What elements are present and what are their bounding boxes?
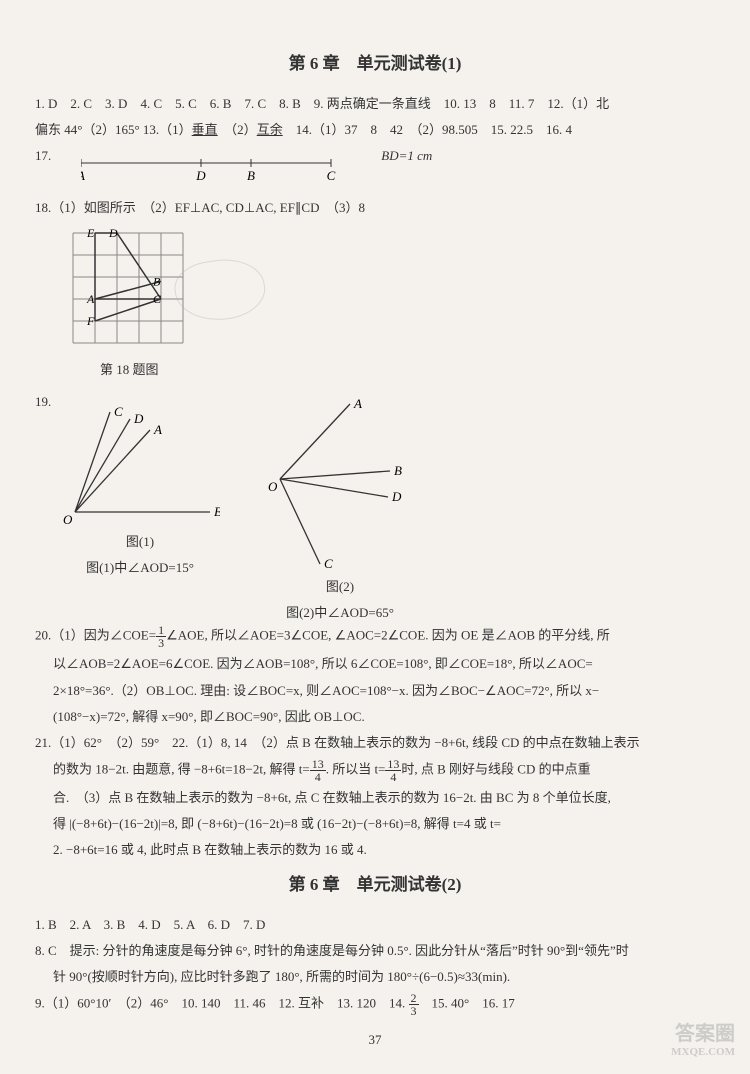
- q18-figure: ED A C F B: [65, 225, 715, 355]
- ans-l2-e: 14.（1）37 8 42 （2）98.505 15. 22.5 16. 4: [283, 122, 572, 137]
- watermark-small: MXQE.COM: [671, 1046, 735, 1059]
- c62-line1: 1. B 2. A 3. B 4. D 5. A 6. D 7. D: [35, 914, 715, 936]
- svg-text:B: B: [247, 168, 255, 183]
- q21-line3: 合. （3）点 B 在数轴上表示的数为 −8+6t, 点 C 在数轴上表示的数为…: [35, 787, 715, 809]
- q17-label: 17.: [35, 145, 51, 167]
- svg-text:D: D: [391, 489, 402, 504]
- svg-text:B: B: [214, 504, 220, 519]
- svg-text:B: B: [153, 275, 161, 289]
- c62-l4a: 9.（1）60°10′ （2）46° 10. 140 11. 46 12. 互补…: [35, 996, 409, 1011]
- q18-text: 18.（1）如图所示 （2）EF⊥AC, CD⊥AC, EF∥CD （3）8: [35, 197, 715, 219]
- q21-l2a: 的数为 18−2t. 由题意, 得 −8+6t=18−2t, 解得 t=: [53, 761, 310, 776]
- svg-text:A: A: [86, 292, 95, 306]
- c62-line3: 针 90°(按顺时针方向), 应比时针多跑了 180°, 所需的时间为 180°…: [35, 966, 715, 988]
- ans-l2-u2: 互余: [257, 122, 283, 137]
- svg-text:O: O: [268, 479, 278, 494]
- frac-1-3: 13: [156, 624, 166, 649]
- frac-13-4b: 134: [385, 758, 401, 783]
- svg-text:O: O: [63, 512, 73, 527]
- svg-text:A: A: [81, 168, 85, 183]
- q21-line2: 的数为 18−2t. 由题意, 得 −8+6t=18−2t, 解得 t=134.…: [35, 758, 715, 783]
- q21-l2b: . 所以当 t=: [326, 761, 386, 776]
- frac-2-3: 23: [409, 992, 419, 1017]
- svg-text:F: F: [86, 314, 95, 328]
- q17-segment-diagram: ADBC: [81, 155, 351, 183]
- svg-text:D: D: [196, 168, 207, 183]
- page-number: 37: [35, 1029, 715, 1051]
- q19-fig1: CDA B O 图(1) 图(1)中∠AOD=15°: [60, 397, 220, 579]
- q20-line4: (108°−x)=72°, 解得 x=90°, 即∠BOC=90°, 因此 OB…: [35, 706, 715, 728]
- fn: 13: [310, 758, 326, 771]
- q20-line1: 20.（1）因为∠COE=13∠AOE, 所以∠AOE=3∠COE, ∠AOC=…: [35, 624, 715, 649]
- ans-l2-u1: 垂直: [192, 122, 218, 137]
- c62-l4b: 15. 40° 16. 17: [419, 996, 515, 1011]
- watermark: 答案圈 MXQE.COM: [671, 1022, 735, 1059]
- q17-bd-text: BD=1 cm: [381, 145, 432, 167]
- ans-l2-a: 偏东 44°（2）165° 13.（1）: [35, 122, 192, 137]
- q20-line3: 2×18°=36°.（2）OB⊥OC. 理由: 设∠BOC=x, 则∠AOC=1…: [35, 680, 715, 702]
- watermark-big: 答案圈: [675, 1023, 735, 1045]
- answers-line-2: 偏东 44°（2）165° 13.（1）垂直 （2）互余 14.（1）37 8 …: [35, 119, 715, 141]
- answers-line-1: 1. D 2. C 3. D 4. C 5. C 6. B 7. C 8. B …: [35, 93, 715, 115]
- q19-fig2-sub: 图(2)中∠AOD=65°: [260, 602, 420, 624]
- frac-d: 3: [156, 637, 166, 649]
- fd: 4: [310, 771, 326, 783]
- q20-line2: 以∠AOB=2∠AOE=6∠COE. 因为∠AOB=108°, 所以 6∠COE…: [35, 653, 715, 675]
- fd2: 4: [385, 771, 401, 783]
- q19-fig2: A BD C O 图(2) 图(2)中∠AOD=65°: [260, 397, 420, 624]
- svg-text:D: D: [108, 226, 118, 240]
- svg-text:D: D: [133, 411, 144, 426]
- q18-caption: 第 18 题图: [100, 359, 715, 381]
- svg-text:C: C: [153, 292, 162, 306]
- q21-line1: 21.（1）62° （2）59° 22.（1）8, 14 （2）点 B 在数轴上…: [35, 732, 715, 754]
- svg-text:C: C: [324, 556, 333, 571]
- chapter-title-1: 第 6 章 单元测试卷(1): [35, 50, 715, 79]
- svg-text:B: B: [394, 463, 402, 478]
- q19-fig1-sub: 图(1)中∠AOD=15°: [60, 557, 220, 579]
- c62-line2: 8. C 提示: 分针的角速度是每分钟 6°, 时针的角速度是每分钟 0.5°.…: [35, 940, 715, 962]
- q21-l2c: 时, 点 B 刚好与线段 CD 的中点重: [401, 761, 590, 776]
- svg-text:C: C: [327, 168, 336, 183]
- svg-text:A: A: [353, 397, 362, 411]
- q19-fig1-caption: 图(1): [60, 531, 220, 553]
- q20-l1b: ∠AOE, 所以∠AOE=3∠COE, ∠AOC=2∠COE. 因为 OE 是∠…: [166, 628, 610, 643]
- q21-line4: 得 |(−8+6t)−(16−2t)|=8, 即 (−8+6t)−(16−2t)…: [35, 813, 715, 835]
- q19-fig2-caption: 图(2): [260, 576, 420, 598]
- fd3: 3: [409, 1005, 419, 1017]
- ans-l2-m: （2）: [218, 122, 257, 137]
- q19-label: 19.: [35, 391, 60, 413]
- svg-text:C: C: [114, 404, 123, 419]
- fn2: 13: [385, 758, 401, 771]
- chapter-title-2: 第 6 章 单元测试卷(2): [35, 871, 715, 900]
- c62-line4: 9.（1）60°10′ （2）46° 10. 140 11. 46 12. 互补…: [35, 992, 715, 1017]
- frac-13-4a: 134: [310, 758, 326, 783]
- q21-line5: 2. −8+6t=16 或 4, 此时点 B 在数轴上表示的数为 16 或 4.: [35, 839, 715, 861]
- q20-l1a: 20.（1）因为∠COE=: [35, 628, 156, 643]
- svg-text:E: E: [86, 226, 95, 240]
- svg-text:A: A: [153, 422, 162, 437]
